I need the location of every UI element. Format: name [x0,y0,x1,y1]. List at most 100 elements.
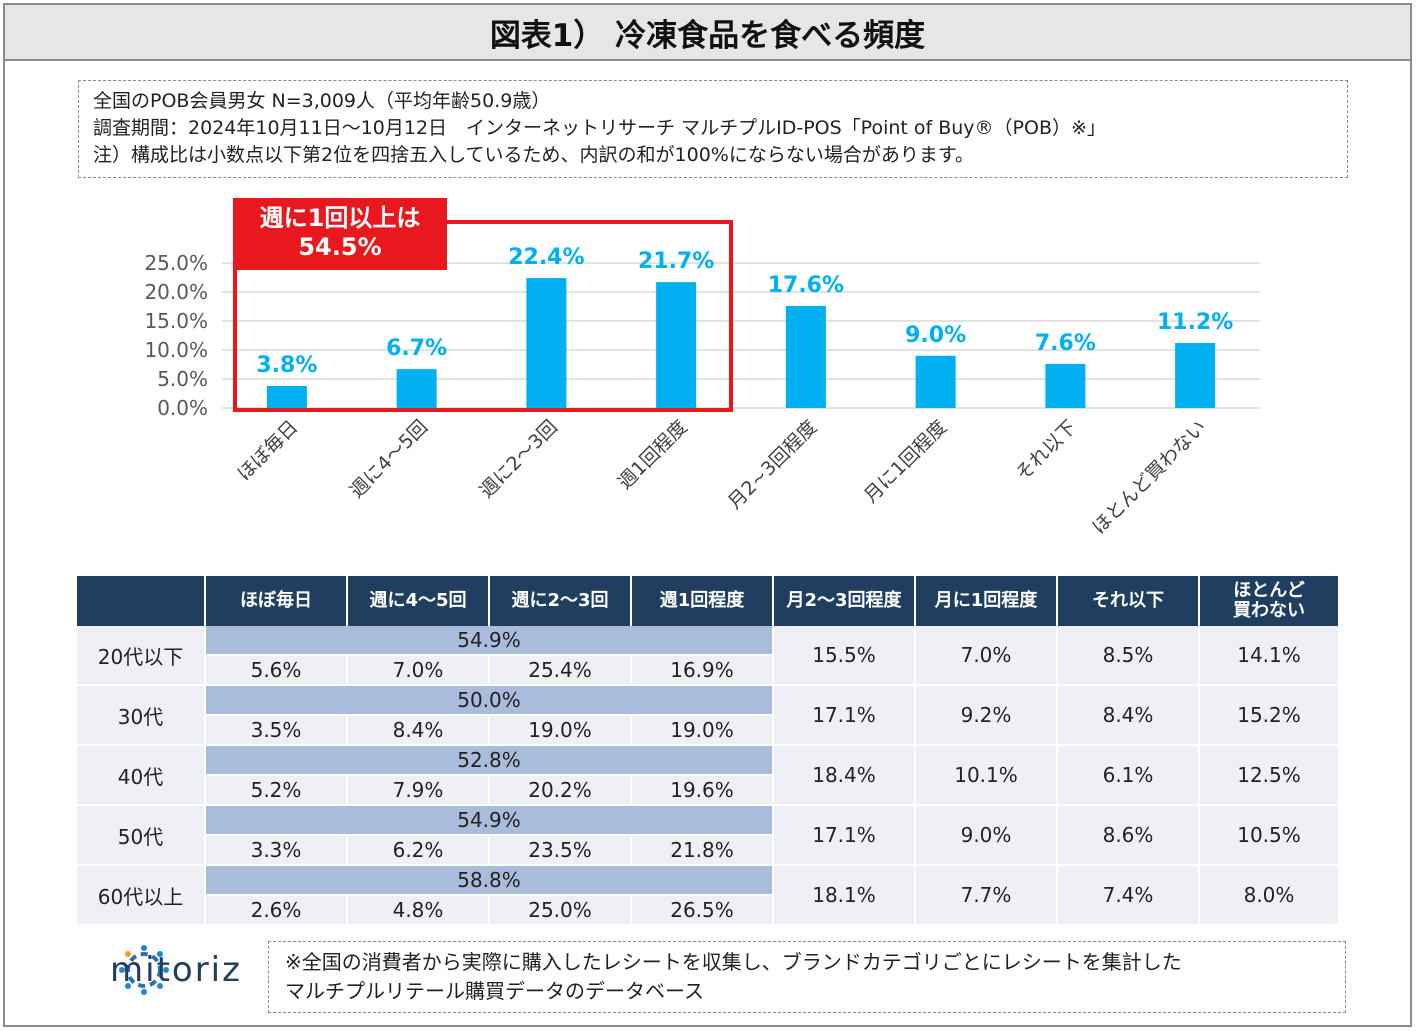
table-subrow: 5.6% 7.0% 25.4% 16.9% [77,655,1339,686]
x-category-label: それ以下 [1012,416,1081,485]
age-group-cell: 20代以下 [77,626,206,686]
value-cell: 9.2% [915,685,1058,746]
value-cell: 10.1% [915,745,1058,806]
bar [656,282,697,408]
value-cell: 7.0% [915,626,1058,686]
data-label: 9.0% [905,323,966,348]
value-cell: 26.5% [631,895,774,926]
bar [785,305,826,408]
value-cell: 16.9% [631,655,774,686]
weekly-total-cell: 54.9% [205,626,774,656]
header-cell: 週1回程度 [631,576,774,626]
value-cell: 4.8% [347,895,490,926]
bar [1045,363,1086,408]
age-group-cell: 50代 [77,805,206,866]
header-last-line1: ほとんど [1233,580,1305,601]
table-header-row: ほぼ毎日 週に4～5回 週に2～3回 週1回程度 月2～3回程度 月に1回程度 … [77,576,1340,626]
table-subrow: 2.6% 4.8% 25.0% 26.5% [77,895,1339,926]
table-row: 50代 54.9% 17.1% 9.0% 8.6% 10.5% [77,805,1340,866]
value-cell: 17.1% [773,685,916,746]
x-category-label: 月に1回程度 [860,416,951,507]
value-cell: 19.0% [489,715,632,746]
survey-info-box: 全国のPOB会員男女 N=3,009人（平均年齢50.9歳） 調査期間：2024… [78,80,1348,178]
table-row: 40代 52.8% 18.4% 10.1% 6.1% 12.5% [77,745,1340,806]
value-cell: 8.0% [1199,865,1340,926]
value-cell: 18.1% [773,865,916,926]
data-label: 22.4% [508,245,584,270]
bar-chart: 0.0% 5.0% 10.0% 15.0% 20.0% 25.0% 3.8% ほぼ毎日 6.7%… [144,245,1260,539]
value-cell: 7.9% [347,775,490,806]
value-cell: 21.8% [631,835,774,866]
value-cell: 5.6% [205,655,348,686]
data-label: 11.2% [1157,310,1233,335]
value-cell: 23.5% [489,835,632,866]
mitoriz-logo-icon [119,945,169,995]
source-note-box: ※全国の消費者から実際に購入したレシートを収集し、ブランドカテゴリごとにレシート… [268,941,1346,1013]
callout-line2: 54.5% [298,233,382,261]
source-note-line1: ※全国の消費者から実際に購入したレシートを収集し、ブランドカテゴリごとにレシート… [285,950,1182,974]
figure-title: 図表1） 冷凍食品を食べる頻度 [3,3,1412,61]
value-cell: 9.0% [915,805,1058,866]
value-cell: 25.0% [489,895,632,926]
y-tick-label: 20.0% [144,280,208,304]
table-row: 60代以上 58.8% 18.1% 7.7% 7.4% 8.0% [77,865,1340,926]
age-breakdown-table: ほぼ毎日 週に4～5回 週に2～3回 週1回程度 月2～3回程度 月に1回程度 … [77,576,1340,926]
value-cell: 7.4% [1057,865,1200,926]
callout-line1: 週に1回以上は [259,204,421,232]
bar [266,385,307,408]
bar [396,369,437,408]
value-cell: 8.5% [1057,626,1200,686]
x-category-label: 月2~3回程度 [724,416,822,514]
data-label: 6.7% [386,336,447,361]
value-cell: 20.2% [489,775,632,806]
value-cell: 7.7% [915,865,1058,926]
bar [915,355,956,408]
header-cell: それ以下 [1057,576,1200,626]
header-cell: 月2～3回程度 [773,576,916,626]
value-cell: 3.3% [205,835,348,866]
table-row: 20代以下 54.9% 15.5% 7.0% 8.5% 14.1% [77,626,1340,686]
weekly-total-cell: 52.8% [205,745,774,776]
bar [526,278,567,408]
value-cell: 18.4% [773,745,916,806]
value-cell: 2.6% [205,895,348,926]
value-cell: 17.1% [773,805,916,866]
data-label: 3.8% [256,353,317,378]
header-cell: 月に1回程度 [915,576,1058,626]
mitoriz-logo-text: mitoriz [110,950,242,990]
header-cell: ほとんど 買わない [1199,576,1340,626]
y-tick-label: 25.0% [144,251,208,275]
source-note-line2: マルチプルリテール購買データのデータベース [285,979,704,1003]
value-cell: 15.2% [1199,685,1340,746]
table-subrow: 5.2% 7.9% 20.2% 19.6% [77,775,1339,806]
x-category-label: ほとんど買わない [1088,416,1211,539]
weekly-callout: 週に1回以上は 54.5% [233,198,447,270]
data-label: 21.7% [638,249,714,274]
header-cell: ほぼ毎日 [205,576,348,626]
y-tick-label: 0.0% [157,396,208,420]
value-cell: 8.6% [1057,805,1200,866]
value-cell: 7.0% [347,655,490,686]
y-tick-label: 15.0% [144,309,208,333]
survey-info-line3: 注）構成比は小数点以下第2位を四捨五入しているため、内訳の和が100%にならない… [93,144,974,166]
value-cell: 8.4% [1057,685,1200,746]
table-subrow: 3.5% 8.4% 19.0% 19.0% [77,715,1339,746]
header-last-line2: 買わない [1233,600,1305,621]
table-subrow: 3.3% 6.2% 23.5% 21.8% [77,835,1339,866]
header-cell: 週に2～3回 [489,576,632,626]
value-cell: 15.5% [773,626,916,686]
age-group-cell: 40代 [77,745,206,806]
header-corner [77,576,206,626]
x-category-label: 週に2～3回 [476,416,562,502]
y-tick-label: 5.0% [157,367,208,391]
x-category-label: ほぼ毎日 [233,416,302,485]
weekly-highlight-box [233,220,733,412]
age-group-cell: 60代以上 [77,865,206,926]
value-cell: 19.0% [631,715,774,746]
value-cell: 25.4% [489,655,632,686]
value-cell: 8.4% [347,715,490,746]
value-cell: 12.5% [1199,745,1340,806]
x-category-label: 週に4～5回 [346,416,432,502]
data-label: 17.6% [768,273,844,298]
weekly-total-cell: 58.8% [205,865,774,896]
